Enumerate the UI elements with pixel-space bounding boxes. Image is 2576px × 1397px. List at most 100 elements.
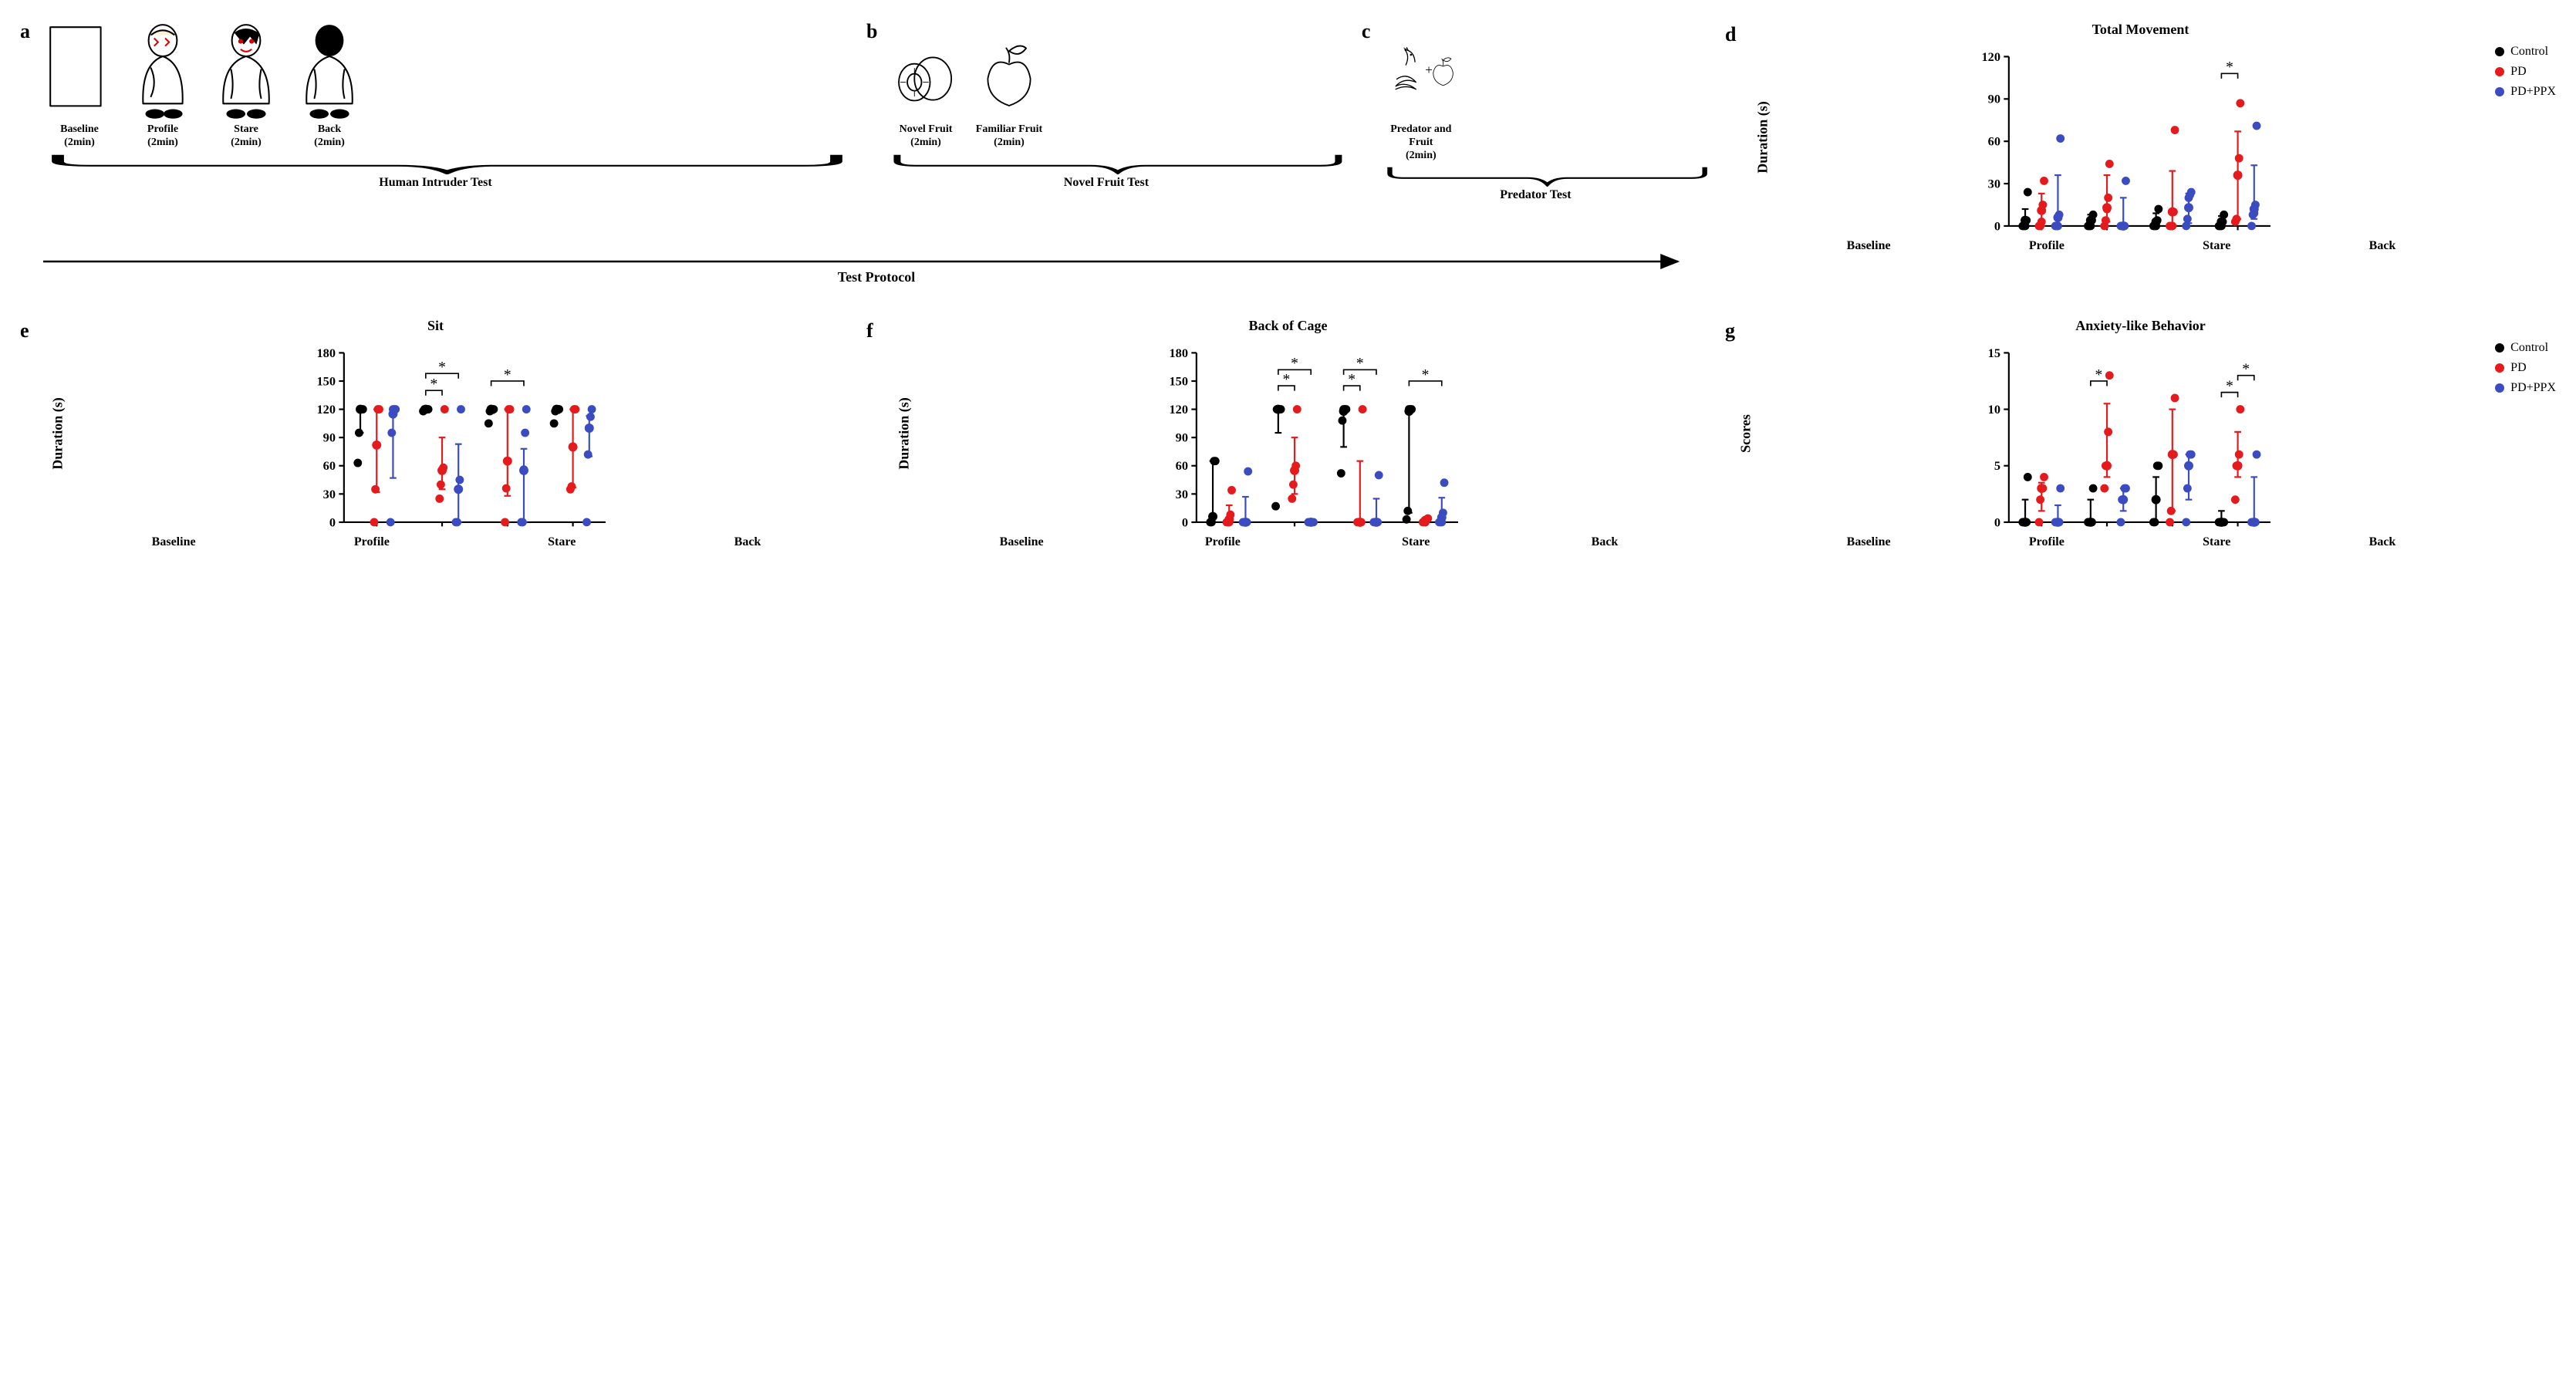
svg-text:90: 90 — [1988, 92, 2000, 106]
x-axis-ticks: BaselineProfileStareBack — [73, 535, 840, 549]
x-tick-label: Baseline — [1000, 535, 1044, 549]
svg-text:*: * — [430, 376, 438, 393]
x-tick-label: Baseline — [1847, 535, 1891, 549]
panel-label-b: b — [866, 20, 877, 43]
x-tick-label: Back — [734, 535, 761, 549]
svg-text:10: 10 — [1988, 402, 2000, 417]
intruder-stare-icon — [211, 22, 282, 122]
svg-text:0: 0 — [1994, 218, 2000, 233]
chart-title: Anxiety-like Behavior — [1724, 318, 2557, 334]
stage-name: Predator and Fruit(2min) — [1383, 123, 1459, 162]
legend-dot-icon — [2495, 343, 2504, 353]
panel-b: b Novel Fruit(2min) Familiar Fruit(2min)… — [865, 19, 1348, 253]
svg-text:*: * — [2226, 59, 2233, 76]
svg-text:*: * — [504, 367, 511, 383]
x-tick-label: Back — [1592, 535, 1619, 549]
legend-label: Control — [2510, 341, 2548, 355]
x-tick-label: Profile — [2029, 239, 2065, 253]
svg-text:60: 60 — [323, 458, 336, 473]
protocol-stage: Baseline(2min) — [42, 22, 117, 150]
legend-dot-icon — [2495, 363, 2504, 373]
brace-label-c: Predator Test — [1360, 188, 1711, 202]
svg-text:30: 30 — [1176, 487, 1188, 501]
svg-text:120: 120 — [317, 402, 336, 417]
brace-icon — [888, 153, 1348, 174]
x-tick-label: Profile — [2029, 535, 2065, 549]
svg-text:0: 0 — [329, 515, 336, 529]
panel-f: f Back of Cage Duration (s) 030609012015… — [865, 315, 1711, 549]
svg-text:5: 5 — [1994, 458, 2000, 473]
protocol-arrow: Test Protocol — [19, 254, 1711, 293]
x-tick-label: Baseline — [1847, 239, 1891, 253]
protocol-arrow-label: Test Protocol — [838, 269, 916, 285]
kiwi-icon — [890, 22, 961, 122]
chart-title: Total Movement — [1724, 22, 2557, 38]
svg-text:0: 0 — [1182, 515, 1188, 529]
svg-text:90: 90 — [323, 430, 336, 445]
legend-label: Control — [2510, 45, 2548, 59]
legend-label: PD+PPX — [2510, 381, 2556, 395]
svg-text:90: 90 — [1176, 430, 1188, 445]
legend-item: PD — [2495, 361, 2556, 375]
svg-text:*: * — [1356, 356, 1364, 372]
x-tick-label: Stare — [2203, 239, 2230, 253]
y-axis-label: Duration (s) — [896, 397, 912, 470]
stage-name: Stare(2min) — [231, 123, 262, 150]
svg-text:*: * — [1283, 372, 1291, 388]
stage-name: Novel Fruit(2min) — [900, 123, 953, 150]
svg-text:*: * — [2226, 378, 2233, 394]
protocol-stage: Profile(2min) — [125, 22, 201, 150]
protocol-stage: Stare(2min) — [208, 22, 284, 150]
snake-apple-icon: + — [1386, 22, 1457, 122]
panel-e: e Sit Duration (s) 0306090120150180*** B… — [19, 315, 852, 549]
intruder-profile-icon — [127, 22, 198, 122]
test-protocol-arrow-icon: Test Protocol — [42, 254, 1711, 289]
legend-item: PD — [2495, 65, 2556, 79]
legend-label: PD — [2510, 361, 2526, 375]
svg-text:*: * — [438, 359, 446, 376]
svg-text:60: 60 — [1176, 458, 1188, 473]
legend-item: PD+PPX — [2495, 381, 2556, 395]
panel-a: a Baseline(2min) Profile(2min) — [19, 19, 852, 253]
svg-text:120: 120 — [1170, 402, 1188, 417]
y-axis-label: Scores — [1737, 414, 1754, 453]
chart-title: Back of Cage — [865, 318, 1711, 334]
legend-dot-icon — [2495, 87, 2504, 96]
stage-name: Back(2min) — [314, 123, 345, 150]
svg-text:180: 180 — [1170, 346, 1188, 360]
x-tick-label: Stare — [1402, 535, 1430, 549]
protocol-stage: + Predator and Fruit(2min) — [1383, 22, 1459, 162]
figure-grid: a Baseline(2min) Profile(2min) — [19, 19, 2557, 549]
panel-d: d Total Movement Duration (s) 0306090120… — [1724, 19, 2557, 253]
legend-item: Control — [2495, 45, 2556, 59]
svg-text:*: * — [1422, 367, 1430, 383]
panel-g: g Anxiety-like Behavior Scores 051015***… — [1724, 315, 2557, 549]
legend-label: PD — [2510, 65, 2526, 79]
legend-dot-icon — [2495, 383, 2504, 393]
x-axis-ticks: BaselineProfileStareBack — [919, 535, 1699, 549]
legend-dot-icon — [2495, 47, 2504, 56]
chart-g: 051015*** — [1778, 339, 2465, 532]
brace-icon — [42, 153, 852, 174]
x-axis-ticks: BaselineProfileStareBack — [1778, 239, 2465, 253]
brace-label-b: Novel Fruit Test — [865, 176, 1348, 190]
x-axis-ticks: BaselineProfileStareBack — [1778, 535, 2465, 549]
y-axis-label: Duration (s) — [1754, 101, 1771, 174]
brace-icon — [1383, 165, 1711, 187]
svg-text:150: 150 — [1170, 373, 1188, 388]
stage-name: Familiar Fruit(2min) — [976, 123, 1042, 150]
legend-label: PD+PPX — [2510, 85, 2556, 99]
chart-legend: Control PD PD+PPX — [2495, 45, 2556, 99]
svg-text:+: + — [1425, 62, 1433, 77]
svg-text:*: * — [2242, 361, 2250, 377]
chart-title: Sit — [19, 318, 852, 334]
stage-name: Baseline(2min) — [60, 123, 99, 150]
panel-label-c: c — [1362, 20, 1371, 43]
protocol-stage: Back(2min) — [292, 22, 367, 150]
intruder-back-icon — [294, 22, 365, 122]
empty-box-icon — [44, 22, 115, 122]
svg-text:30: 30 — [1988, 177, 2000, 191]
panel-c: c + Predator and Fruit(2min) Predator Te… — [1360, 19, 1711, 253]
legend-dot-icon — [2495, 67, 2504, 76]
svg-text:150: 150 — [317, 373, 336, 388]
